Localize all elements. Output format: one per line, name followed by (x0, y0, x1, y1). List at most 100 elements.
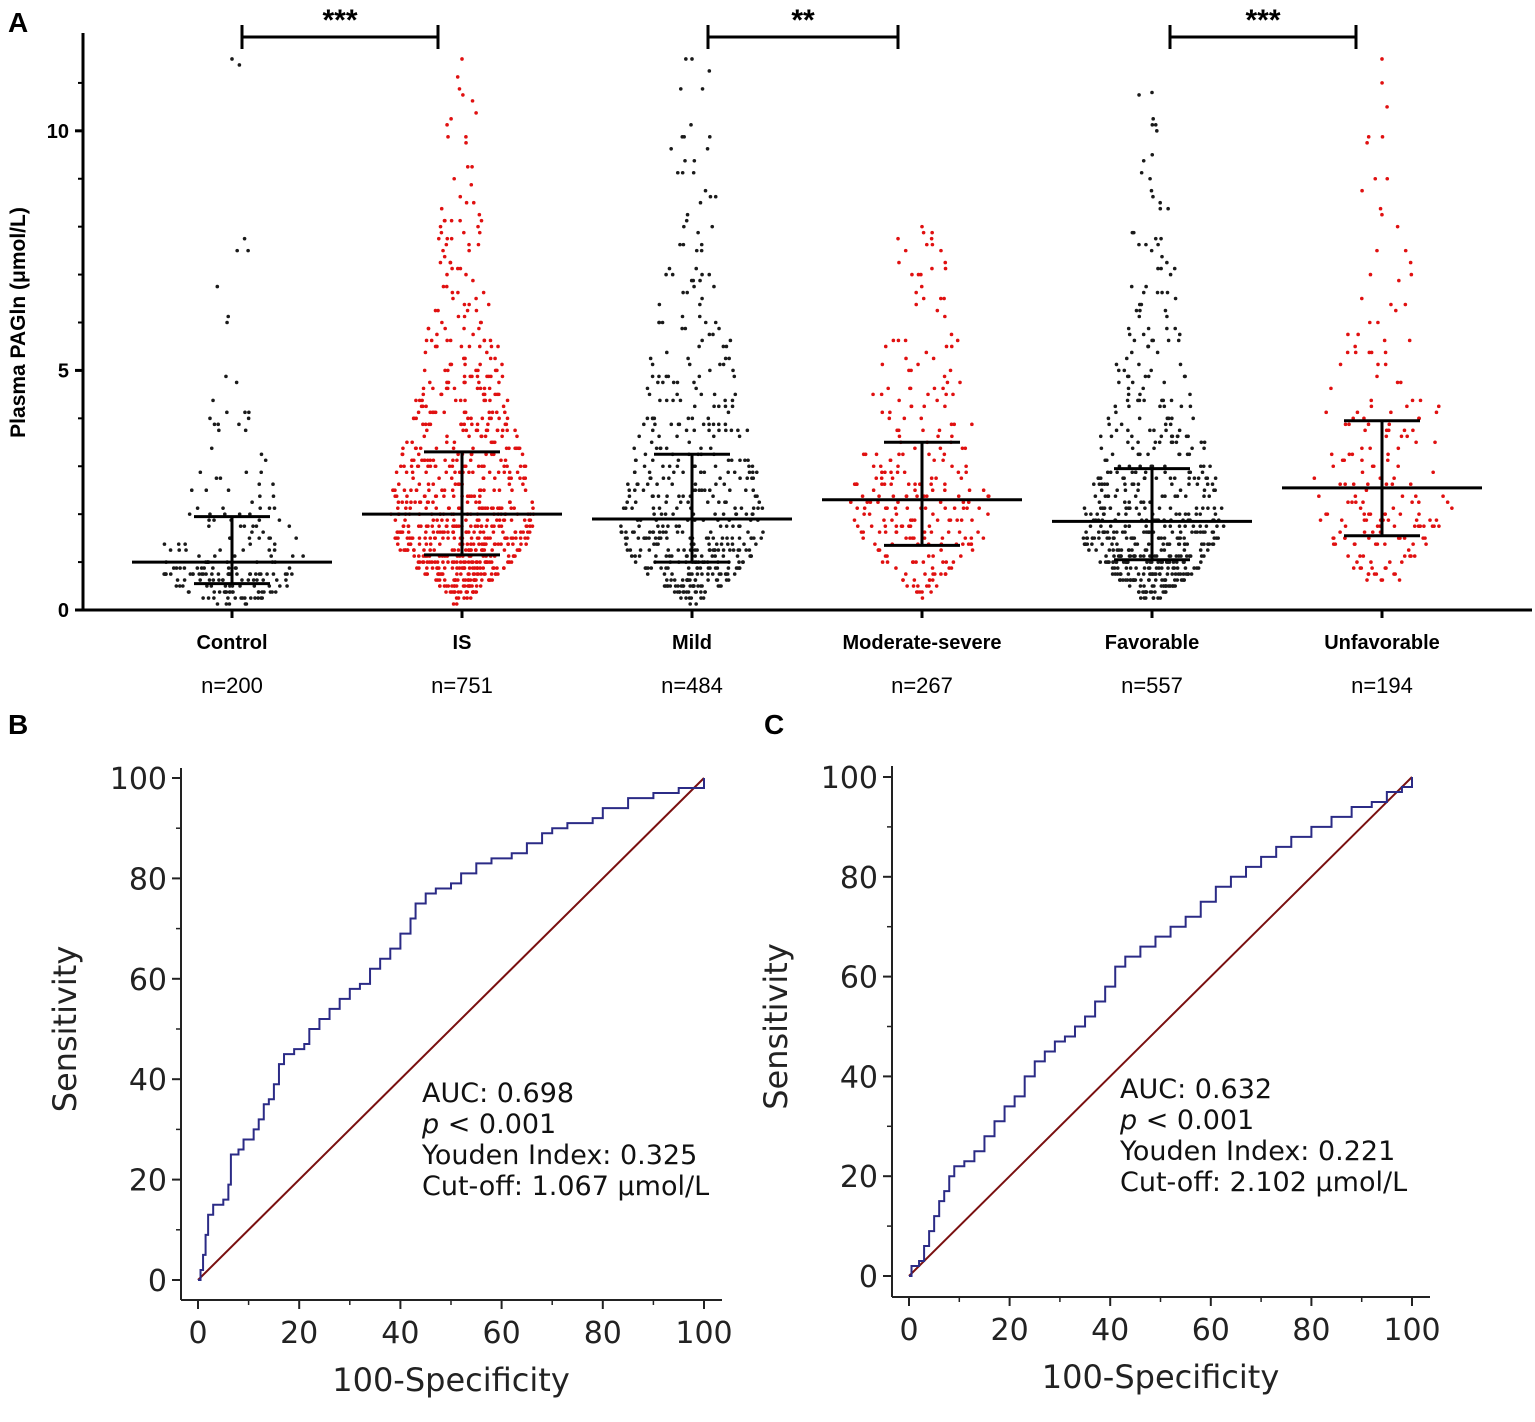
a-data-dot (672, 590, 677, 594)
a-data-dot (477, 518, 481, 522)
a-data-dot (496, 572, 500, 576)
a-data-dot (651, 506, 656, 510)
a-data-dot (1203, 530, 1207, 534)
a-data-dot (665, 578, 669, 582)
a-data-dot (481, 566, 486, 570)
a-data-dot (1366, 422, 1371, 427)
a-data-dot (694, 386, 698, 391)
a-data-dot (676, 548, 681, 552)
a-data-dot (1375, 374, 1379, 379)
a-data-dot (1383, 350, 1388, 355)
a-data-dot (930, 266, 934, 271)
a-data-dot (713, 464, 718, 469)
roc-y-tick-label: 0 (859, 1260, 878, 1295)
a-data-dot (678, 87, 683, 91)
a-data-dot (669, 554, 674, 558)
a-data-dot (448, 362, 453, 367)
a-data-dot (1204, 476, 1208, 481)
a-data-dot (1350, 452, 1355, 457)
a-data-dot (1137, 512, 1141, 516)
a-data-dot (452, 176, 456, 181)
a-data-dot (218, 548, 222, 552)
a-data-dot (1360, 470, 1365, 475)
a-data-dot (935, 398, 939, 403)
a-data-dot (411, 416, 416, 421)
a-data-dot (466, 416, 470, 421)
a-data-dot (472, 578, 477, 582)
a-data-dot (745, 476, 750, 481)
a-data-dot (1085, 536, 1089, 540)
a-data-dot (702, 470, 707, 475)
a-data-dot (525, 524, 529, 528)
a-data-dot (700, 572, 704, 576)
a-data-dot (1434, 410, 1439, 415)
a-data-dot (463, 398, 467, 403)
a-data-dot (700, 87, 705, 91)
a-data-dot (672, 470, 676, 475)
a-data-dot (744, 512, 749, 516)
a-data-dot (183, 542, 187, 546)
a-data-dot (442, 584, 447, 588)
a-data-dot (1175, 566, 1180, 570)
a-data-dot (204, 488, 209, 493)
a-data-dot (235, 248, 239, 253)
a-data-dot (912, 536, 916, 540)
a-data-dot (485, 506, 490, 510)
a-data-dot (1082, 542, 1087, 546)
a-data-dot (908, 524, 913, 528)
a-data-dot (395, 530, 400, 534)
a-data-dot (187, 512, 192, 516)
a-data-dot (178, 566, 182, 570)
a-data-dot (511, 536, 515, 540)
a-data-dot (880, 482, 884, 487)
a-data-dot (477, 326, 481, 331)
a-data-dot (665, 536, 669, 540)
a-data-dot (721, 362, 726, 367)
a-data-dot (1147, 530, 1151, 534)
a-data-dot (879, 476, 884, 481)
a-data-dot (1391, 506, 1396, 510)
a-data-dot (271, 494, 276, 498)
a-data-dot (927, 452, 931, 457)
a-data-dot (1170, 434, 1175, 439)
a-data-dot (700, 272, 704, 277)
a-data-dot (661, 530, 665, 534)
a-data-dot (497, 416, 501, 421)
a-data-dot (643, 536, 647, 540)
a-data-dot (443, 326, 447, 331)
a-data-dot (1115, 488, 1120, 493)
a-data-dot (895, 470, 900, 475)
a-data-dot (1394, 308, 1398, 313)
a-data-dot (1185, 452, 1190, 457)
roc-y-tick-label: 80 (840, 861, 878, 896)
a-data-dot (480, 464, 484, 469)
a-data-dot (655, 482, 659, 487)
a-data-dot (674, 524, 679, 528)
roc-auc-text: AUC: 0.632 (1120, 1074, 1272, 1105)
a-data-dot (633, 458, 638, 463)
a-data-dot (444, 284, 449, 289)
a-data-dot (694, 248, 699, 253)
a-data-dot (657, 434, 661, 439)
a-data-dot (458, 590, 463, 594)
a-data-dot (212, 590, 217, 594)
a-data-dot (724, 524, 729, 528)
a-data-dot (697, 374, 702, 379)
a-data-dot (471, 278, 475, 283)
a-data-dot (960, 446, 965, 451)
a-data-dot (1125, 398, 1130, 403)
a-data-dot (455, 75, 460, 79)
a-data-dot (453, 482, 458, 487)
roc-curve (909, 777, 1413, 1277)
a-data-dot (693, 578, 698, 582)
a-data-dot (675, 530, 680, 534)
a-data-dot (1143, 506, 1147, 510)
a-data-dot (1121, 578, 1125, 582)
a-data-dot (675, 506, 679, 510)
a-data-dot (402, 464, 406, 469)
a-data-dot (1386, 518, 1391, 522)
a-data-dot (492, 440, 497, 445)
a-data-dot (518, 530, 523, 534)
a-data-dot (449, 476, 454, 481)
a-data-dot (695, 572, 700, 576)
